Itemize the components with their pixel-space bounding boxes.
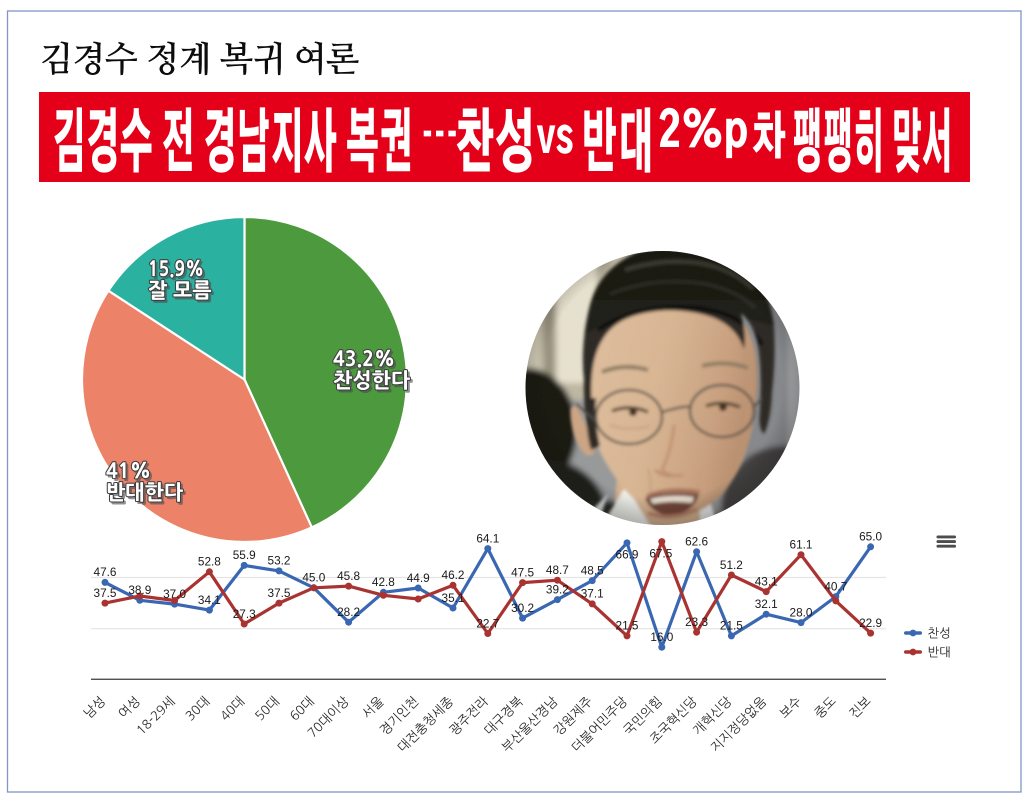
svg-text:44.9: 44.9: [407, 571, 430, 585]
svg-text:21.5: 21.5: [616, 619, 639, 633]
svg-text:32.1: 32.1: [755, 597, 778, 611]
svg-text:62.6: 62.6: [685, 535, 708, 549]
svg-text:47.6: 47.6: [94, 565, 117, 579]
svg-text:48.7: 48.7: [546, 563, 569, 577]
svg-text:30.2: 30.2: [511, 601, 534, 615]
svg-text:45.0: 45.0: [302, 571, 325, 585]
svg-text:43.1: 43.1: [755, 574, 778, 588]
svg-text:22.9: 22.9: [859, 616, 882, 630]
svg-text:21.5: 21.5: [720, 619, 743, 633]
svg-text:55.9: 55.9: [233, 548, 256, 562]
svg-text:37.0: 37.0: [163, 587, 186, 601]
svg-text:48.5: 48.5: [581, 563, 604, 577]
svg-text:45.8: 45.8: [337, 569, 360, 583]
svg-text:22.7: 22.7: [476, 616, 499, 630]
svg-text:61.1: 61.1: [790, 538, 813, 552]
svg-text:47.5: 47.5: [511, 565, 534, 579]
svg-text:35.1: 35.1: [442, 591, 465, 605]
svg-text:38.9: 38.9: [128, 583, 151, 597]
svg-text:65.0: 65.0: [859, 530, 882, 544]
svg-text:42.8: 42.8: [372, 575, 395, 589]
svg-text:16.0: 16.0: [650, 630, 673, 644]
svg-text:40.7: 40.7: [824, 579, 847, 593]
svg-text:64.1: 64.1: [476, 531, 499, 545]
svg-text:52.8: 52.8: [198, 555, 221, 569]
svg-text:27.3: 27.3: [233, 607, 256, 621]
svg-text:39.2: 39.2: [546, 582, 569, 596]
svg-text:37.5: 37.5: [268, 586, 291, 600]
svg-text:67.5: 67.5: [649, 547, 672, 561]
svg-text:37.5: 37.5: [94, 586, 117, 600]
svg-text:46.2: 46.2: [442, 568, 465, 582]
svg-text:51.2: 51.2: [720, 558, 743, 572]
svg-text:28.0: 28.0: [790, 605, 813, 619]
svg-text:53.2: 53.2: [268, 554, 291, 568]
svg-text:23.3: 23.3: [685, 615, 708, 629]
svg-text:66.9: 66.9: [616, 547, 639, 561]
svg-text:28.2: 28.2: [337, 605, 360, 619]
svg-text:37.1: 37.1: [581, 587, 604, 601]
svg-text:34.1: 34.1: [198, 593, 221, 607]
